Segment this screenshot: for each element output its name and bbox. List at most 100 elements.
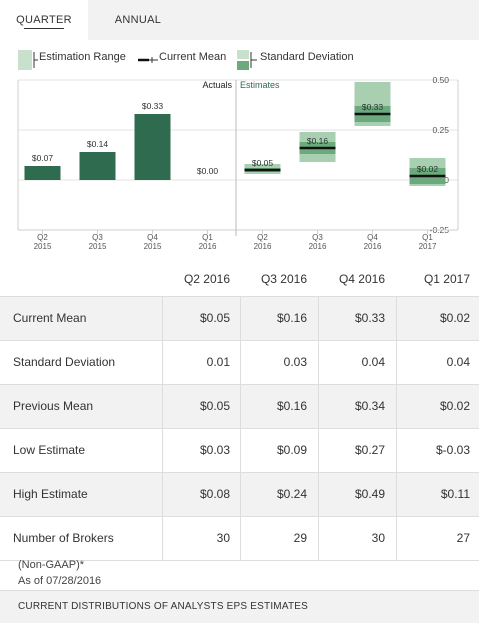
x-tick-label: 2017 <box>419 242 437 251</box>
actual-value-label: $0.14 <box>87 139 109 149</box>
column-divider <box>396 429 397 472</box>
table-cell: $0.03 <box>199 443 230 457</box>
x-tick-label: Q3 <box>92 233 103 242</box>
x-tick-label: Q2 <box>37 233 48 242</box>
table-cell: 0.01 <box>206 355 230 369</box>
x-tick-label: 2015 <box>89 242 107 251</box>
actual-value-label: $0.33 <box>142 101 164 111</box>
eps-chart: 0.500.250.00-0.25ActualsEstimates$0.07$0… <box>17 75 459 251</box>
table-cell: $0.05 <box>199 399 230 413</box>
x-tick-label: Q1 <box>202 233 213 242</box>
tab-annual[interactable]: ANNUAL <box>88 0 188 40</box>
column-divider <box>162 473 163 516</box>
actual-bar <box>24 166 61 180</box>
estimates-table: Q2 2016 Q3 2016 Q4 2016 Q1 2017 Current Mea… <box>0 268 479 561</box>
table-cell: $0.24 <box>276 487 307 501</box>
table-cell: 29 <box>293 531 307 545</box>
table-cell: $0.08 <box>199 487 230 501</box>
as-of-date: As of 07/28/2016 <box>18 575 102 587</box>
table-row: Standard Deviation 0.01 0.03 0.04 0.04 <box>0 340 479 384</box>
column-divider <box>162 517 163 560</box>
column-divider <box>396 385 397 428</box>
actual-bar <box>79 152 116 180</box>
estimates-section-label: Estimates <box>240 80 280 90</box>
table-header: Q2 2016 Q3 2016 Q4 2016 Q1 2017 <box>0 268 479 296</box>
tab-quarter-label: QUARTER <box>16 14 72 26</box>
estimate-mean-label: $0.02 <box>417 164 439 174</box>
row-label: Previous Mean <box>13 399 94 413</box>
column-divider <box>162 341 163 384</box>
column-divider <box>396 517 397 560</box>
column-divider <box>240 385 241 428</box>
column-divider <box>318 341 319 384</box>
row-label: Current Mean <box>13 311 87 325</box>
actual-value-label: $0.00 <box>197 166 219 176</box>
table-cell: $0.49 <box>354 487 385 501</box>
table-cell: 0.03 <box>283 355 307 369</box>
table-cell: $0.33 <box>354 311 385 325</box>
current-mean-icon <box>138 57 158 63</box>
period-tabs: QUARTER ANNUAL <box>0 0 479 40</box>
column-divider <box>240 341 241 384</box>
column-header: Q4 2016 <box>338 272 385 286</box>
column-divider <box>318 297 319 340</box>
column-divider <box>396 341 397 384</box>
legend-standard-deviation-label: Standard Deviation <box>260 51 354 63</box>
column-divider <box>396 473 397 516</box>
x-tick-label: 2016 <box>364 242 382 251</box>
x-tick-label: Q4 <box>147 233 158 242</box>
column-divider <box>162 297 163 340</box>
x-tick-label: Q1 <box>422 233 433 242</box>
row-label: High Estimate <box>13 487 88 501</box>
table-cell: $0.16 <box>276 399 307 413</box>
distribution-section-bar[interactable]: CURRENT DISTRIBUTIONS OF ANALYSTS EPS ES… <box>0 590 479 623</box>
x-tick-label: Q3 <box>312 233 323 242</box>
table-row: Current Mean $0.05 $0.16 $0.33 $0.02 <box>0 296 479 340</box>
table-cell: $0.05 <box>199 311 230 325</box>
column-header: Q1 2017 <box>423 272 470 286</box>
tab-quarter[interactable]: QUARTER <box>0 0 88 40</box>
row-label: Standard Deviation <box>13 355 116 369</box>
column-divider <box>162 429 163 472</box>
x-tick-label: 2016 <box>199 242 217 251</box>
tab-annual-label: ANNUAL <box>114 14 162 26</box>
non-gaap-note: (Non-GAAP)* <box>18 559 85 571</box>
table-cell: $0.02 <box>439 399 470 413</box>
actuals-section-label: Actuals <box>202 80 232 90</box>
actual-bar <box>134 114 171 180</box>
table-row: Number of Brokers 30 29 30 27 <box>0 516 479 560</box>
row-label: Number of Brokers <box>13 531 114 545</box>
column-divider <box>318 473 319 516</box>
row-label: Low Estimate <box>13 443 86 457</box>
column-divider <box>240 517 241 560</box>
column-divider <box>240 429 241 472</box>
distribution-section-title: CURRENT DISTRIBUTIONS OF ANALYSTS EPS ES… <box>18 601 309 612</box>
column-divider <box>318 429 319 472</box>
active-tab-underline <box>24 28 64 29</box>
column-divider <box>240 473 241 516</box>
column-divider <box>240 297 241 340</box>
table-cell: 27 <box>456 531 470 545</box>
table-row: High Estimate $0.08 $0.24 $0.49 $0.11 <box>0 472 479 516</box>
table-cell: $0.34 <box>354 399 385 413</box>
standard-deviation-icon <box>237 50 257 70</box>
table-cell: 30 <box>216 531 230 545</box>
table-cell: 30 <box>371 531 385 545</box>
column-divider <box>318 385 319 428</box>
legend-current-mean-label: Current Mean <box>159 51 227 63</box>
x-tick-label: 2016 <box>254 242 272 251</box>
column-divider <box>162 385 163 428</box>
x-tick-label: 2015 <box>144 242 162 251</box>
x-tick-label: 2015 <box>34 242 52 251</box>
table-cell: $0.02 <box>439 311 470 325</box>
table-cell: 0.04 <box>361 355 385 369</box>
estimate-mean-label: $0.33 <box>362 102 384 112</box>
y-tick-label: 0.25 <box>432 125 449 135</box>
x-tick-label: Q4 <box>367 233 378 242</box>
footnote: (Non-GAAP)* As of 07/28/2016 <box>18 557 101 589</box>
table-cell: $0.16 <box>276 311 307 325</box>
y-tick-label: 0.50 <box>432 75 449 85</box>
table-cell: $0.09 <box>276 443 307 457</box>
table-row: Previous Mean $0.05 $0.16 $0.34 $0.02 <box>0 384 479 428</box>
table-cell: $-0.03 <box>435 443 470 457</box>
